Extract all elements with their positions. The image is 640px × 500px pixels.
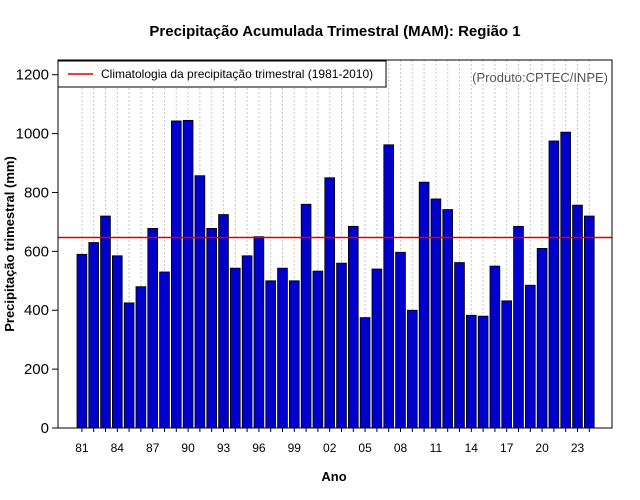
xtick-label: 17 <box>500 441 514 455</box>
bar-1982 <box>88 242 100 429</box>
bar-2004 <box>347 225 359 429</box>
xtick-label: 02 <box>323 441 337 455</box>
xtick-label: 93 <box>217 441 231 455</box>
bar-1983 <box>100 215 111 429</box>
bar-2014 <box>465 314 477 429</box>
gridlines <box>81 60 590 428</box>
bar-1997 <box>265 280 276 429</box>
y-axis-label: Precipitação trimestral (mm) <box>2 156 17 332</box>
bar-1987 <box>147 227 159 429</box>
bar-2022 <box>560 131 571 429</box>
ytick-label: 1200 <box>16 67 49 84</box>
bar-2003 <box>336 262 347 429</box>
bar-2009 <box>406 309 418 429</box>
legend-label-climatology: Climatologia da precipitação trimestral … <box>101 67 373 81</box>
bar-1986 <box>135 286 147 429</box>
xtick-label: 87 <box>146 441 160 455</box>
bar-2005 <box>359 317 371 429</box>
bar-1989 <box>170 120 182 429</box>
bar-2018 <box>513 225 524 429</box>
xtick-label: 20 <box>535 441 549 455</box>
bar-1992 <box>206 227 218 429</box>
xtick-label: 11 <box>430 441 443 455</box>
xtick-label: 14 <box>465 441 479 455</box>
xtick-label: 99 <box>288 441 302 455</box>
bar-2021 <box>548 140 560 429</box>
legend-box <box>57 60 387 88</box>
xtick-label: 84 <box>111 441 125 455</box>
xtick-label: 90 <box>181 441 195 455</box>
x-axis-label: Ano <box>321 469 346 484</box>
bar-1995 <box>241 255 253 429</box>
bar-2020 <box>536 248 548 429</box>
bar-1988 <box>159 271 170 429</box>
ytick-label: 200 <box>24 361 49 378</box>
plot-frame <box>57 59 613 429</box>
legend: Climatologia da precipitação trimestral … <box>57 60 387 88</box>
bar-2002 <box>324 177 335 429</box>
bar-2012 <box>442 209 453 429</box>
bar-2001 <box>312 270 324 429</box>
bar-1996 <box>253 236 265 429</box>
xtick-label: 05 <box>358 441 372 455</box>
xtick-label: 08 <box>394 441 408 455</box>
ytick-label: 400 <box>24 302 49 319</box>
bar-2007 <box>383 144 394 429</box>
bar-1994 <box>229 267 241 429</box>
bar-1990 <box>182 119 194 429</box>
ytick-label: 1000 <box>16 126 49 143</box>
y-axis: 0 200 400 600 800 1000 1200 <box>16 67 58 437</box>
bar-2016 <box>489 265 501 429</box>
xtick-label: 23 <box>571 441 585 455</box>
bar-2013 <box>454 262 465 429</box>
bar-series <box>76 119 595 429</box>
bar-1999 <box>288 280 300 429</box>
x-axis: 81 84 87 90 93 96 99 02 05 08 11 14 17 20 23 <box>75 428 590 455</box>
bar-1991 <box>194 175 206 429</box>
bar-1984 <box>112 255 123 429</box>
bar-1981 <box>76 253 88 429</box>
bar-2024 <box>584 215 595 429</box>
bar-2017 <box>501 300 512 429</box>
chart-title: Precipitação Acumulada Trimestral (MAM):… <box>149 23 520 40</box>
ytick-label: 800 <box>24 184 49 201</box>
bar-2010 <box>418 181 430 429</box>
ytick-label: 600 <box>24 243 49 260</box>
bar-1985 <box>123 302 135 429</box>
ytick-label: 0 <box>41 420 49 437</box>
bar-1998 <box>277 267 288 429</box>
bar-2019 <box>525 284 536 429</box>
bar-1993 <box>218 214 229 429</box>
bar-2011 <box>430 198 442 429</box>
xtick-label: 96 <box>252 441 266 455</box>
bar-2006 <box>371 268 383 429</box>
xtick-label: 81 <box>75 441 89 455</box>
bar-2008 <box>395 251 406 429</box>
bar-2015 <box>477 315 489 429</box>
product-credit: (Produto:CPTEC/INPE) <box>472 70 608 85</box>
bar-2023 <box>572 204 583 429</box>
